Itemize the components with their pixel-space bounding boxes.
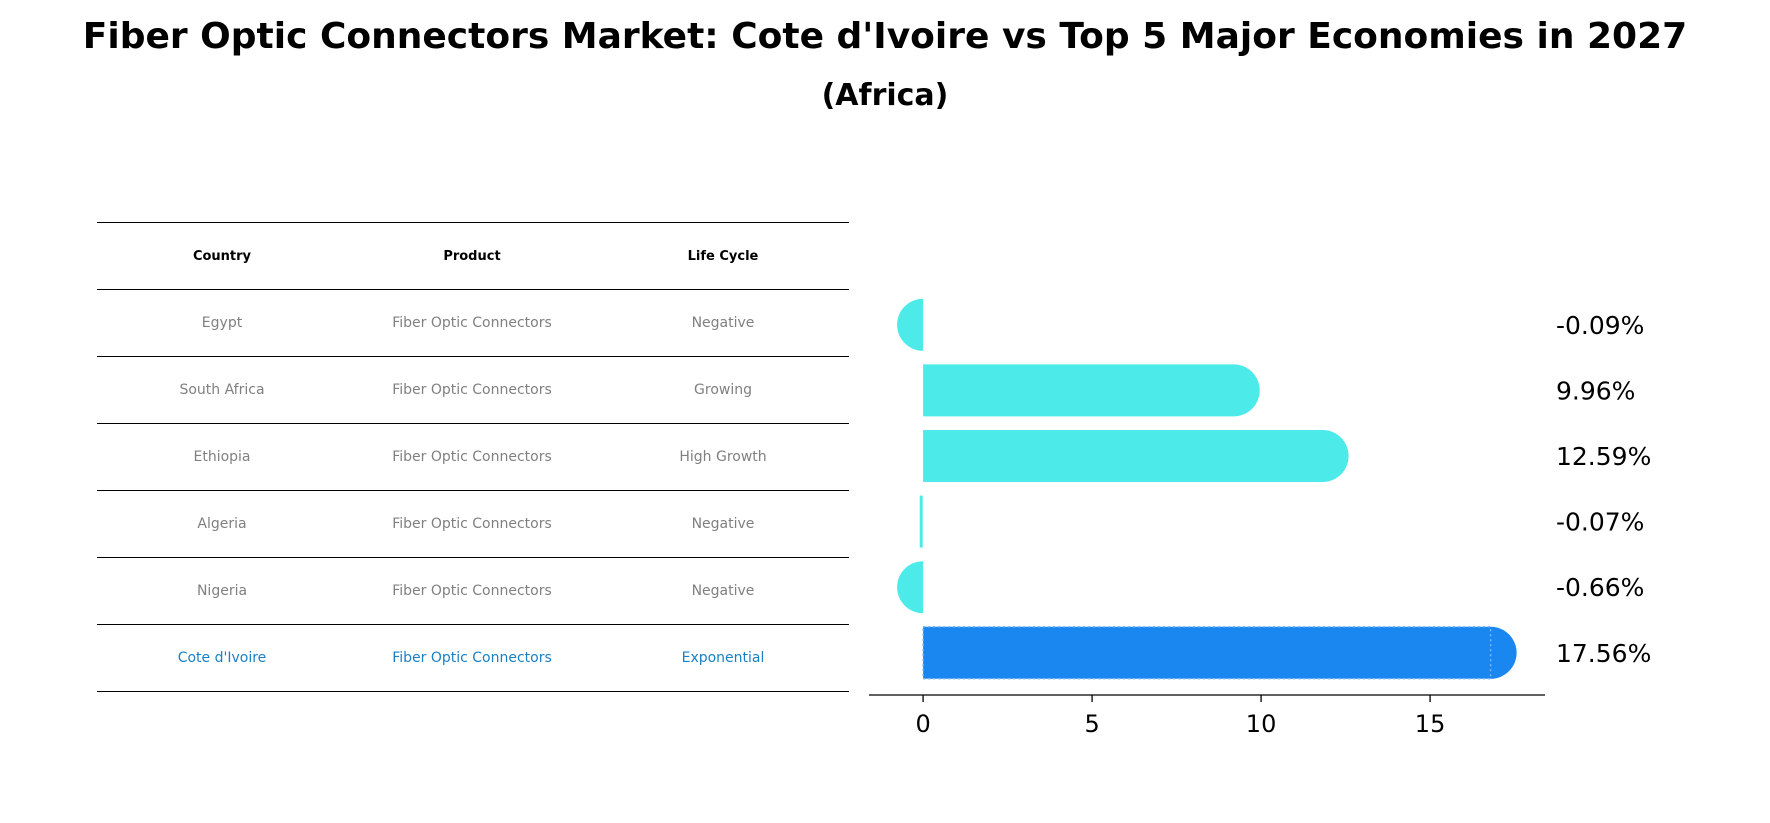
bar bbox=[923, 430, 1349, 482]
cell-life-cycle: Negative bbox=[597, 289, 849, 357]
value-label: 9.96% bbox=[1556, 376, 1635, 405]
cell-life-cycle: Exponential bbox=[597, 624, 849, 692]
cell-life-cycle: Growing bbox=[597, 356, 849, 424]
cell-product: Fiber Optic Connectors bbox=[347, 356, 597, 424]
value-label: -0.66% bbox=[1556, 573, 1644, 602]
cell-country: Nigeria bbox=[97, 557, 347, 625]
bar bbox=[897, 298, 924, 351]
cell-product: Fiber Optic Connectors bbox=[347, 289, 597, 357]
chart-title: Fiber Optic Connectors Market: Cote d'Iv… bbox=[82, 16, 1688, 57]
value-label: -0.09% bbox=[1556, 311, 1644, 340]
bar bbox=[897, 561, 924, 614]
table-row: Nigeria Fiber Optic Connectors Negative bbox=[97, 557, 849, 625]
x-tick-label: 10 bbox=[1246, 710, 1277, 738]
x-tick-label: 5 bbox=[1084, 710, 1099, 738]
bar-highlight bbox=[923, 626, 1517, 679]
cell-life-cycle: Negative bbox=[597, 490, 849, 558]
x-tick-label: 15 bbox=[1415, 710, 1446, 738]
cell-life-cycle: Negative bbox=[597, 557, 849, 625]
x-tick-label: 0 bbox=[915, 710, 930, 738]
bar bbox=[923, 364, 1260, 417]
cell-country: Cote d'Ivoire bbox=[97, 624, 347, 692]
cell-country: South Africa bbox=[97, 356, 347, 424]
cell-country: Ethiopia bbox=[97, 423, 347, 491]
chart-subtitle: (Africa) bbox=[821, 78, 949, 113]
table-row: Algeria Fiber Optic Connectors Negative bbox=[97, 490, 849, 558]
cell-product: Fiber Optic Connectors bbox=[347, 490, 597, 558]
value-label: -0.07% bbox=[1556, 508, 1644, 537]
cell-product: Fiber Optic Connectors bbox=[347, 624, 597, 692]
country-table: Country Product Life Cycle Egypt Fiber O… bbox=[97, 222, 849, 692]
table-header-row: Country Product Life Cycle bbox=[97, 222, 849, 290]
table-row-highlight: Cote d'Ivoire Fiber Optic Connectors Exp… bbox=[97, 624, 849, 692]
table-row: Egypt Fiber Optic Connectors Negative bbox=[97, 289, 849, 357]
header-product: Product bbox=[347, 222, 597, 290]
header-country: Country bbox=[97, 222, 347, 290]
value-label: 17.56% bbox=[1556, 639, 1651, 668]
cell-country: Algeria bbox=[97, 490, 347, 558]
cell-product: Fiber Optic Connectors bbox=[347, 423, 597, 491]
header-life-cycle: Life Cycle bbox=[597, 222, 849, 290]
table-row: Ethiopia Fiber Optic Connectors High Gro… bbox=[97, 423, 849, 491]
cell-life-cycle: High Growth bbox=[597, 423, 849, 491]
bar bbox=[919, 495, 923, 548]
cell-country: Egypt bbox=[97, 289, 347, 357]
value-label: 12.59% bbox=[1556, 442, 1651, 471]
table-row: South Africa Fiber Optic Connectors Grow… bbox=[97, 356, 849, 424]
